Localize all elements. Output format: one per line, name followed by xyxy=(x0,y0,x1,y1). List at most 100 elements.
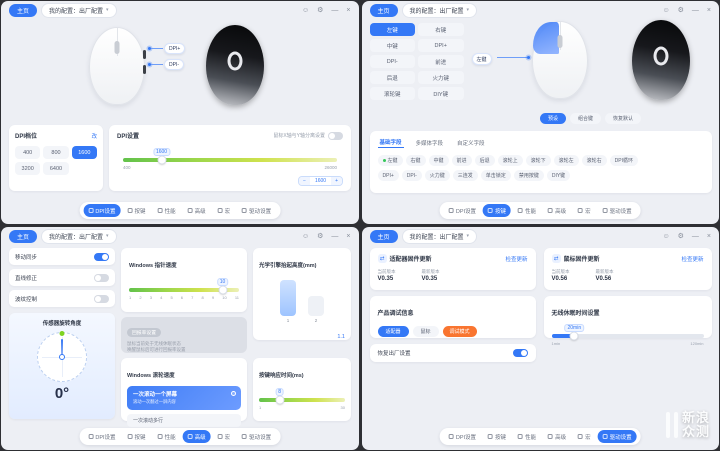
minimize-icon[interactable]: — xyxy=(691,232,699,240)
minimize-icon[interactable]: — xyxy=(331,6,339,14)
function-pill[interactable]: DPI- xyxy=(401,170,422,181)
pointer-speed-slider[interactable]: 10 xyxy=(129,278,239,294)
check-update-link[interactable]: 检查更新 xyxy=(681,256,704,263)
tab[interactable]: 驱动设置 xyxy=(598,204,637,217)
button-slot[interactable]: 后退 xyxy=(369,71,415,84)
button-slot[interactable]: 火力键 xyxy=(418,71,464,84)
dpi-stepper-plus[interactable]: + xyxy=(331,177,342,185)
tab[interactable]: 性能 xyxy=(513,204,541,217)
function-pill[interactable]: 滚轮左 xyxy=(553,155,579,166)
home-button[interactable]: 主页 xyxy=(9,3,38,17)
settings-icon[interactable]: ⚙ xyxy=(317,7,324,14)
close-icon[interactable]: × xyxy=(346,6,351,14)
dpi-stage-option[interactable]: 6400 xyxy=(43,162,69,175)
function-pill[interactable]: 后退 xyxy=(474,155,495,166)
tab[interactable]: 驱动设置 xyxy=(237,204,276,217)
assign-mode-button[interactable]: 预设 xyxy=(539,113,566,124)
function-pill[interactable]: 滚轮右 xyxy=(581,155,607,166)
pointer-speed-knob[interactable] xyxy=(219,286,226,294)
toggle-switch[interactable] xyxy=(94,273,109,282)
tab[interactable]: 按键 xyxy=(483,204,512,217)
tab[interactable]: 按键 xyxy=(483,430,511,443)
settings-icon[interactable]: ⚙ xyxy=(677,233,684,240)
tab[interactable]: 高级 xyxy=(543,430,571,443)
settings-icon[interactable]: ⚙ xyxy=(677,7,684,14)
field-tab[interactable]: 基础字段 xyxy=(377,137,404,148)
button-slot[interactable]: 右键 xyxy=(418,23,464,36)
tab[interactable]: 宏 xyxy=(573,430,596,443)
debug-target-button[interactable]: 适配器 xyxy=(377,326,409,337)
assign-mode-button[interactable]: 恢复默认 xyxy=(605,113,642,124)
toggle-switch[interactable] xyxy=(94,294,109,303)
tab[interactable]: 性能 xyxy=(153,204,181,217)
function-pill[interactable]: 火力键 xyxy=(424,170,450,181)
home-button[interactable]: 主页 xyxy=(369,3,398,17)
assign-mode-button[interactable]: 组合键 xyxy=(569,113,601,124)
field-tab[interactable]: 自定义字段 xyxy=(455,138,487,148)
minimize-icon[interactable]: — xyxy=(331,232,339,240)
button-slot[interactable]: DIY键 xyxy=(418,87,464,100)
tab[interactable]: DPI设置 xyxy=(444,430,481,443)
account-icon[interactable]: ☺ xyxy=(301,232,310,240)
function-pill[interactable]: DIY键 xyxy=(546,170,571,181)
tab[interactable]: 性能 xyxy=(513,430,541,443)
profile-selector[interactable]: 我的配置：出厂配置 ▾ xyxy=(41,2,117,18)
button-slot[interactable]: DPI+ xyxy=(418,39,464,52)
function-pill[interactable]: 单击锁定 xyxy=(480,170,511,181)
debounce-knob[interactable] xyxy=(276,396,284,404)
factory-reset-toggle[interactable] xyxy=(512,349,528,357)
dpi-stage-option[interactable]: 3200 xyxy=(15,162,41,175)
tab[interactable]: 高级 xyxy=(182,430,211,443)
tab[interactable]: 高级 xyxy=(543,204,571,217)
button-slot[interactable]: DPI- xyxy=(369,55,415,68)
tab[interactable]: 按键 xyxy=(123,430,151,443)
liftoff-bar[interactable]: 2 xyxy=(308,296,324,323)
field-tab[interactable]: 多媒体字段 xyxy=(414,138,446,148)
liftoff-bar[interactable]: 1 xyxy=(280,280,296,323)
scroll-option-lines[interactable]: 一次滚动多行 xyxy=(127,414,241,427)
home-button[interactable]: 主页 xyxy=(369,229,398,243)
function-pill[interactable]: 滚轮上 xyxy=(497,155,523,166)
tab[interactable]: 宏 xyxy=(573,204,596,217)
scroll-option-screen[interactable]: 一次滚动一个屏幕 滚动一次翻过一屏内容 xyxy=(127,386,241,410)
function-pill[interactable]: 前进 xyxy=(451,155,472,166)
toggle-switch[interactable] xyxy=(94,252,109,261)
debug-target-button[interactable]: 鼠标 xyxy=(412,326,439,337)
function-pill[interactable]: 三连发 xyxy=(452,170,478,181)
profile-selector[interactable]: 我的配置：出厂配置 ▾ xyxy=(401,228,478,244)
account-icon[interactable]: ☺ xyxy=(662,6,670,14)
tab[interactable]: DPI设置 xyxy=(83,430,120,443)
debug-mode-button[interactable]: 调试模式 xyxy=(442,326,477,337)
tab[interactable]: DPI设置 xyxy=(444,204,481,217)
button-slot[interactable]: 滚轮键 xyxy=(369,87,415,100)
minimize-icon[interactable]: — xyxy=(691,6,699,14)
tab[interactable]: 高级 xyxy=(183,204,211,217)
dpi-stage-option[interactable]: 800 xyxy=(43,146,69,159)
sleep-knob[interactable] xyxy=(570,332,578,340)
tab[interactable]: 宏 xyxy=(213,204,236,217)
left-button-highlight[interactable] xyxy=(532,22,559,54)
button-slot[interactable]: 左键 xyxy=(369,23,415,36)
close-icon[interactable]: × xyxy=(346,232,351,240)
button-slot[interactable]: 前进 xyxy=(418,55,464,68)
sleep-slider[interactable]: 20min xyxy=(551,324,704,340)
tab[interactable]: 宏 xyxy=(213,430,236,443)
tab[interactable]: 按键 xyxy=(123,204,151,217)
dpi-stage-edit-link[interactable]: 改 xyxy=(91,133,97,140)
function-pill[interactable]: DPI+ xyxy=(377,170,399,181)
function-pill[interactable]: DPI循环 xyxy=(609,155,638,166)
account-icon[interactable]: ☺ xyxy=(301,6,310,14)
tab[interactable]: DPI设置 xyxy=(83,204,121,217)
account-icon[interactable]: ☺ xyxy=(662,232,670,240)
dpi-stage-option[interactable]: 1600 xyxy=(71,146,97,159)
profile-selector[interactable]: 我的配置：出厂配置 ▾ xyxy=(41,228,117,244)
tab[interactable]: 性能 xyxy=(153,430,181,443)
function-pill[interactable]: 滚轮下 xyxy=(525,155,551,166)
button-slot[interactable]: 中键 xyxy=(369,39,415,52)
function-pill[interactable]: 右键 xyxy=(405,155,426,166)
close-icon[interactable]: × xyxy=(706,232,711,240)
dpi-stepper-minus[interactable]: − xyxy=(299,177,310,185)
tab[interactable]: 驱动设置 xyxy=(597,430,637,443)
angle-dial[interactable] xyxy=(37,330,87,382)
home-button[interactable]: 主页 xyxy=(9,229,38,243)
